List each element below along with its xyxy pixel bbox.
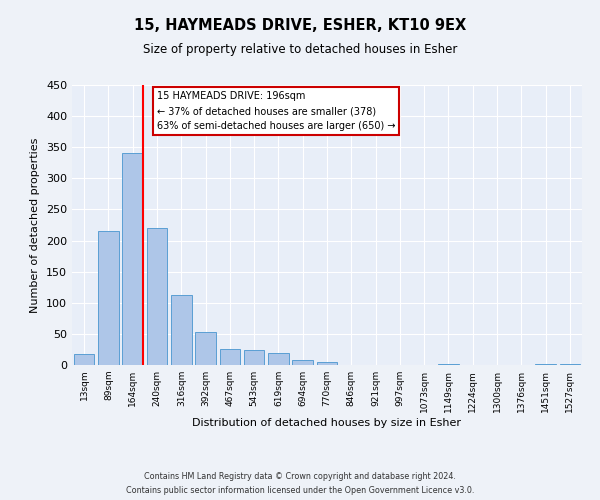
Bar [535,364,556,365]
Bar [74,354,94,365]
Bar [292,360,313,365]
Bar [317,362,337,365]
Text: 15 HAYMEADS DRIVE: 196sqm
← 37% of detached houses are smaller (378)
63% of semi: 15 HAYMEADS DRIVE: 196sqm ← 37% of detac… [157,91,395,131]
Y-axis label: Number of detached properties: Number of detached properties [31,138,40,312]
Bar [560,364,580,365]
Text: Contains public sector information licensed under the Open Government Licence v3: Contains public sector information licen… [126,486,474,495]
Text: 15, HAYMEADS DRIVE, ESHER, KT10 9EX: 15, HAYMEADS DRIVE, ESHER, KT10 9EX [134,18,466,32]
Bar [171,294,191,365]
Bar [220,350,240,365]
Bar [146,228,167,365]
Bar [268,352,289,365]
Text: Contains HM Land Registry data © Crown copyright and database right 2024.: Contains HM Land Registry data © Crown c… [144,472,456,481]
Text: Size of property relative to detached houses in Esher: Size of property relative to detached ho… [143,42,457,56]
Bar [98,231,119,365]
Bar [438,364,459,365]
Bar [244,350,265,365]
Bar [195,332,216,365]
Bar [122,154,143,365]
X-axis label: Distribution of detached houses by size in Esher: Distribution of detached houses by size … [193,418,461,428]
